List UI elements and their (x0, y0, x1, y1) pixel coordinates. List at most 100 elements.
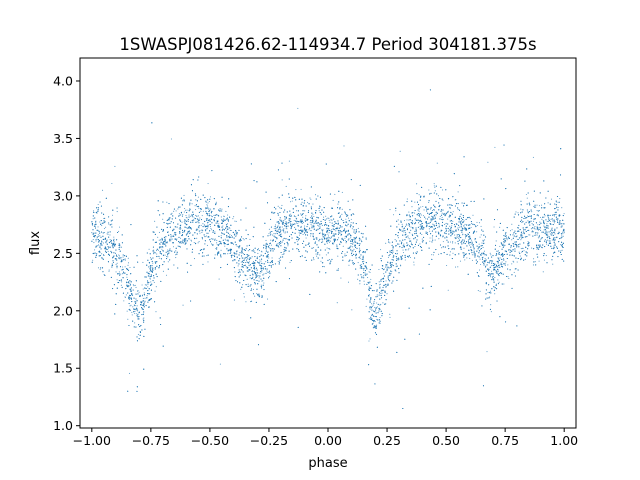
data-point (344, 240, 346, 242)
data-point (452, 220, 454, 222)
data-point (479, 290, 481, 292)
data-point (277, 225, 279, 227)
data-point (231, 236, 233, 238)
data-point (309, 221, 311, 223)
data-point (556, 220, 559, 222)
data-point (312, 203, 314, 205)
data-point (547, 233, 549, 235)
data-point (487, 291, 489, 293)
data-point (552, 231, 554, 233)
data-point (563, 232, 565, 234)
data-point (538, 205, 541, 207)
data-point (280, 233, 282, 235)
data-point (339, 232, 341, 234)
data-point (147, 286, 149, 288)
data-point (363, 280, 365, 282)
data-point (256, 275, 258, 277)
data-point (118, 254, 120, 256)
data-point (164, 254, 166, 256)
data-point (363, 283, 365, 285)
data-point (500, 262, 502, 264)
data-point (397, 237, 399, 239)
data-point (368, 293, 370, 296)
data-point (180, 228, 182, 230)
data-point (534, 228, 536, 230)
data-point (221, 232, 223, 234)
data-point (376, 302, 378, 304)
data-point (521, 251, 523, 253)
data-point (517, 212, 519, 214)
data-point (186, 227, 188, 229)
data-point (433, 218, 435, 220)
data-point (149, 257, 152, 259)
data-point (127, 257, 129, 259)
data-point (159, 247, 161, 249)
data-point (218, 223, 220, 225)
data-point (534, 232, 537, 234)
data-point (407, 224, 409, 226)
data-point (153, 249, 155, 251)
data-point (341, 226, 343, 228)
data-point (246, 278, 248, 280)
data-point (144, 284, 146, 286)
data-point (430, 215, 433, 217)
data-point (434, 190, 436, 192)
data-point (134, 310, 136, 312)
data-point (527, 220, 529, 222)
data-point (108, 223, 110, 225)
data-point (348, 238, 350, 240)
data-point (498, 281, 500, 283)
data-point (351, 239, 353, 241)
data-point (486, 351, 488, 353)
data-point (96, 238, 98, 240)
data-point (436, 162, 438, 164)
data-point (559, 198, 561, 200)
data-point (93, 242, 95, 244)
data-point (351, 249, 353, 251)
data-point (173, 232, 176, 234)
data-point (106, 233, 108, 235)
data-point (240, 261, 242, 263)
data-point (329, 240, 332, 242)
data-point (201, 231, 203, 233)
data-point (312, 213, 314, 215)
data-point (111, 214, 114, 216)
data-point (508, 277, 510, 279)
data-point (503, 243, 505, 245)
data-point (452, 232, 454, 234)
data-point (498, 258, 500, 260)
data-point (542, 231, 544, 233)
data-point (102, 222, 104, 224)
data-point (103, 231, 106, 234)
data-point (416, 234, 418, 236)
data-point (229, 229, 231, 232)
data-point (225, 239, 227, 241)
data-point (516, 235, 518, 237)
data-point (328, 242, 331, 244)
data-point (362, 267, 364, 269)
data-point (340, 277, 342, 279)
data-point (111, 263, 113, 265)
data-point (189, 232, 191, 234)
data-point (101, 225, 103, 227)
data-point (345, 218, 347, 220)
data-point (328, 232, 330, 234)
data-point (552, 263, 554, 265)
data-point (376, 294, 378, 296)
data-point (504, 244, 506, 246)
data-point (520, 239, 522, 241)
data-point (438, 224, 440, 226)
data-point (97, 226, 99, 228)
data-point (342, 245, 344, 247)
data-point (198, 207, 200, 209)
data-point (536, 204, 538, 206)
data-point (272, 234, 274, 236)
data-point (419, 213, 421, 215)
data-point (154, 220, 156, 222)
data-point (337, 268, 339, 270)
data-point (235, 235, 237, 237)
data-point (304, 219, 306, 221)
data-point (245, 248, 247, 250)
data-point (510, 249, 512, 251)
data-point (141, 284, 143, 286)
